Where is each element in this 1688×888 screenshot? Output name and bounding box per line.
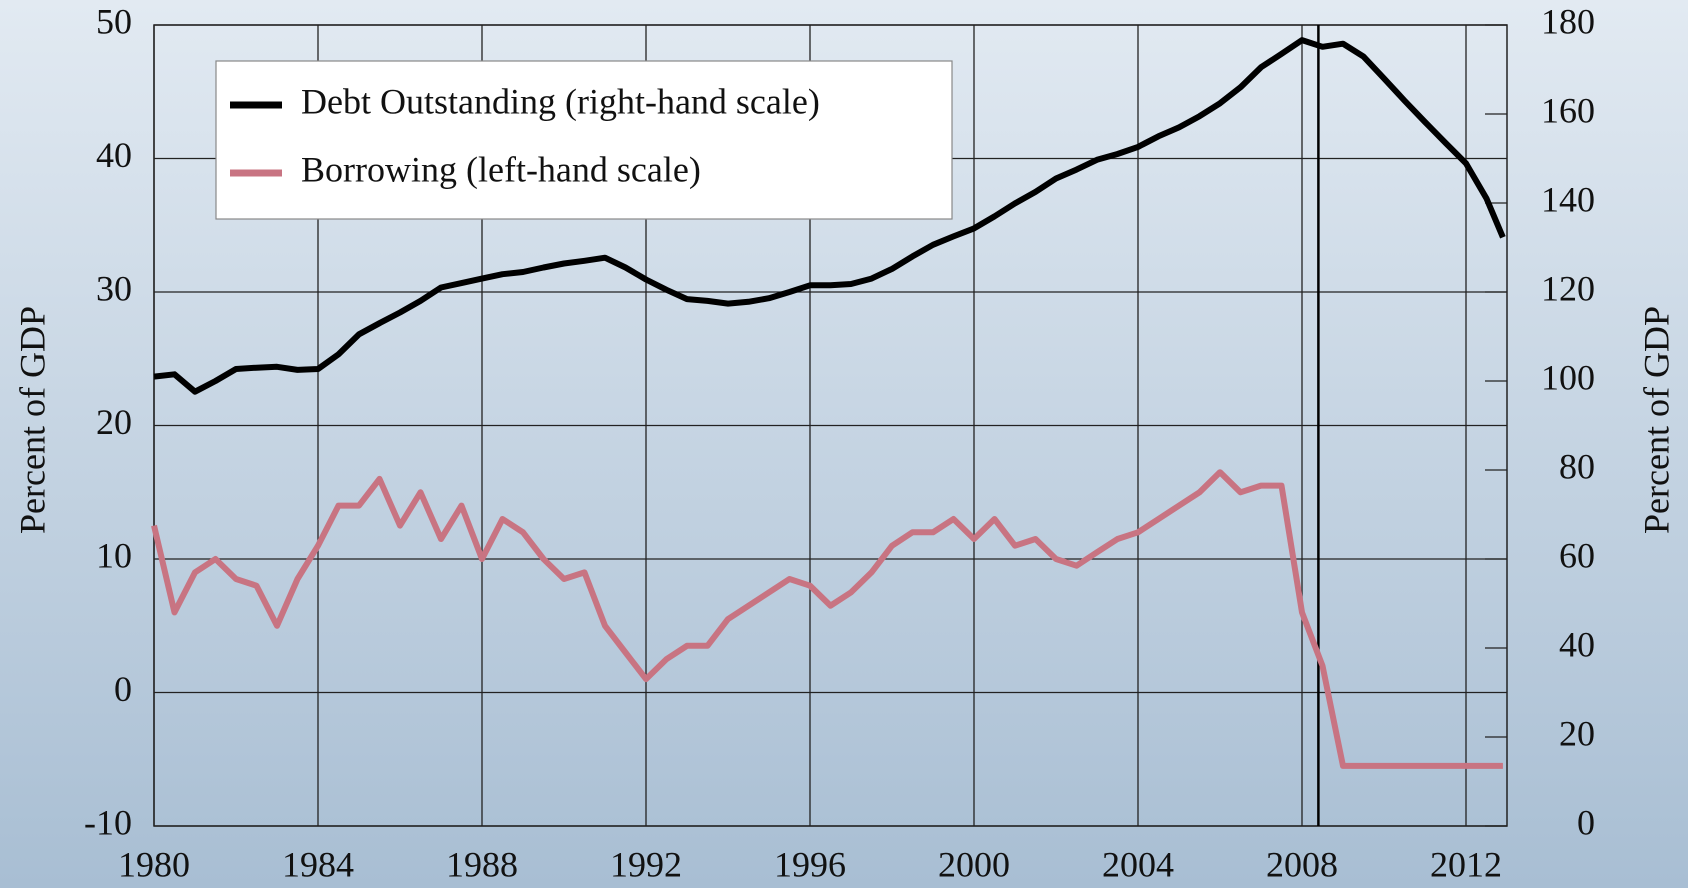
- y2-tick-label: 140: [1541, 179, 1595, 219]
- y-tick-label: 0: [114, 669, 132, 709]
- x-tick-label: 1984: [282, 844, 354, 884]
- x-tick-label: 2000: [938, 844, 1010, 884]
- y-tick-label: 40: [96, 135, 132, 175]
- legend-box: [215, 60, 953, 220]
- x-tick-label: 2004: [1102, 844, 1174, 884]
- y2-tick-label: 40: [1559, 624, 1595, 664]
- legend-label: Borrowing (left-hand scale): [301, 149, 701, 189]
- y2-tick-label: 20: [1559, 713, 1595, 753]
- y2-tick-label: 100: [1541, 357, 1595, 397]
- legend-label: Debt Outstanding (right-hand scale): [301, 81, 820, 121]
- y2-tick-label: 0: [1577, 802, 1595, 842]
- x-tick-label: 2012: [1430, 844, 1502, 884]
- y2-tick-label: 120: [1541, 268, 1595, 308]
- series-line: [151, 469, 1503, 769]
- y-tick-label: 20: [96, 402, 132, 442]
- x-tick-label: 1996: [774, 844, 846, 884]
- y2-axis-label: Percent of GDP: [1636, 306, 1676, 534]
- x-tick-label: 1992: [610, 844, 682, 884]
- y-tick-label: 30: [96, 268, 132, 308]
- y2-tick-label: 80: [1559, 446, 1595, 486]
- y2-tick-label: 60: [1559, 535, 1595, 575]
- x-tick-label: 2008: [1266, 844, 1338, 884]
- y-tick-label: 10: [96, 535, 132, 575]
- y2-tick-label: 180: [1541, 1, 1595, 41]
- y-axis-label: Percent of GDP: [12, 306, 52, 534]
- y-tick-label: 50: [96, 1, 132, 41]
- y2-tick-label: 160: [1541, 90, 1595, 130]
- series-line: [153, 37, 1506, 395]
- x-tick-label: 1980: [118, 844, 190, 884]
- x-tick-label: 1988: [446, 844, 518, 884]
- y-tick-label: -10: [84, 802, 132, 842]
